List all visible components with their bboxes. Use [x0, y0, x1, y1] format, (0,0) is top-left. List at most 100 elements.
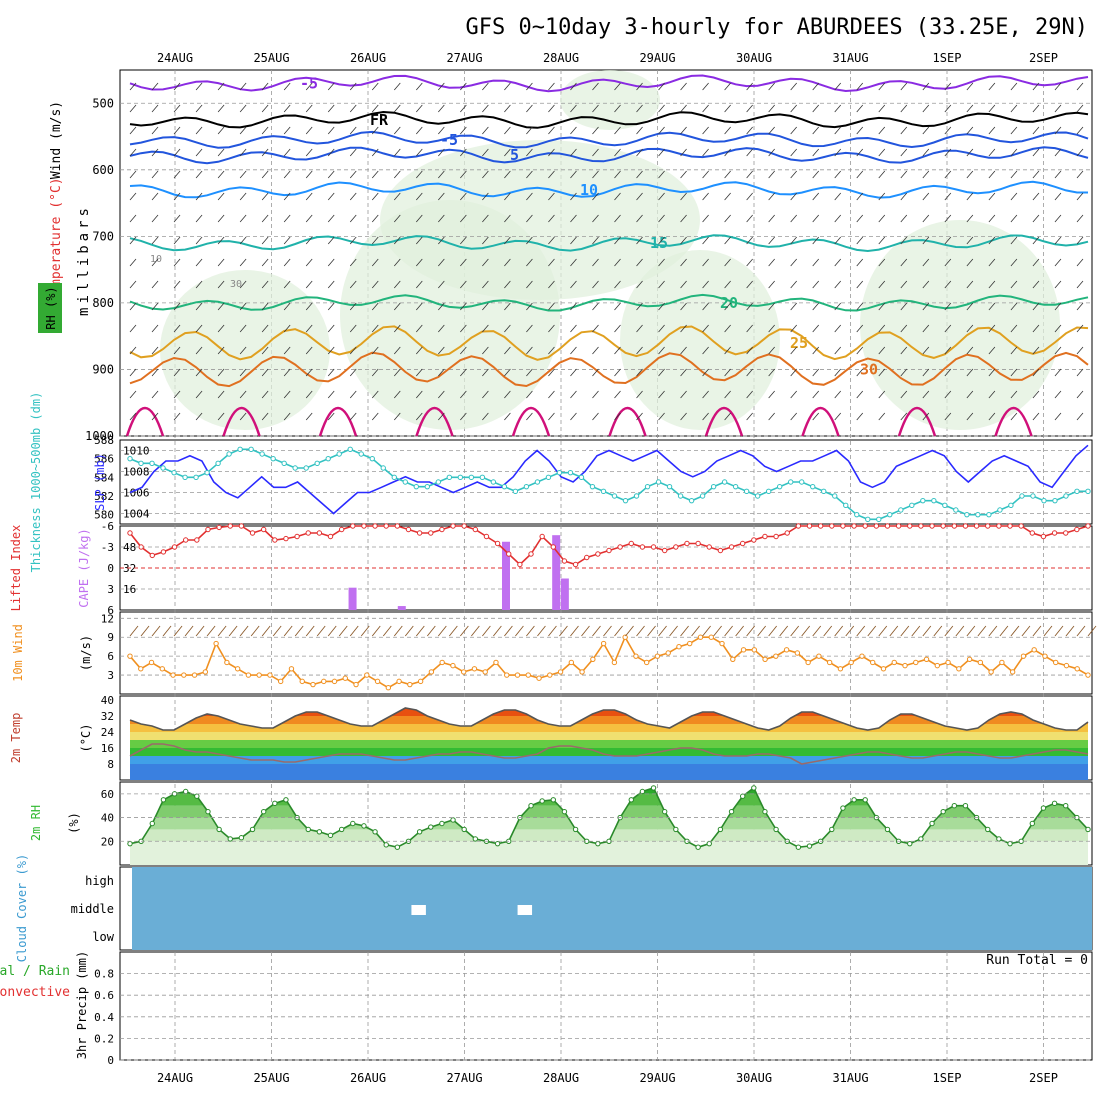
upper-wind-barb [371, 148, 379, 157]
lifted-index-line-marker [706, 544, 712, 550]
upper-wind-barb [1032, 170, 1040, 179]
thickness-line-marker [303, 465, 309, 471]
upper-wind-barb [1054, 368, 1062, 377]
upper-wind-barb [1032, 412, 1040, 421]
hot-contour-loop [897, 406, 937, 437]
upper-wind-barb [1076, 302, 1084, 311]
upper-wind-barb [415, 236, 423, 245]
upper-wind-barb [724, 280, 731, 289]
upper-wind-barb [129, 214, 137, 223]
upper-wind-barb [1076, 280, 1084, 289]
upper-wind-barb [548, 170, 555, 179]
upper-wind-barb [878, 258, 886, 267]
upper-wind-barb [526, 390, 533, 399]
thickness-line-marker [402, 479, 408, 485]
thickness-line-marker [898, 507, 904, 513]
upper-wind-barb [812, 104, 820, 113]
thickness-line-marker [787, 479, 794, 485]
upper-wind-barb [1076, 214, 1084, 223]
upper-wind-barb [636, 368, 643, 377]
upper-wind-barb [856, 236, 864, 245]
upper-wind-barb [680, 368, 687, 377]
thickness-line-marker [457, 474, 464, 481]
thickness-line-marker [655, 479, 662, 485]
upper-wind-barb [393, 302, 401, 311]
upper-wind-barb [702, 368, 709, 377]
upper-wind-barb [900, 236, 908, 245]
temperature-contour [129, 234, 1089, 253]
upper-wind-barb [305, 236, 313, 245]
upper-wind-barb [746, 258, 753, 267]
upper-wind-barb [702, 148, 709, 157]
upper-wind-barb [371, 192, 379, 201]
lifted-index-line-marker [1040, 533, 1047, 540]
date-label-top: 26AUG [350, 51, 386, 65]
lifted-index-line-marker [138, 544, 144, 550]
upper-wind-barb [856, 258, 864, 267]
wind-speed-line-marker [1042, 653, 1048, 659]
upper-wind-barb [856, 302, 864, 311]
temperature-band [130, 732, 1088, 740]
lifted-index-line-marker [884, 523, 891, 529]
upper-wind-barb [570, 126, 577, 135]
upper-wind-barb [570, 192, 577, 201]
upper-wind-barb [217, 236, 225, 245]
upper-wind-barb [856, 82, 864, 91]
temperature-band [130, 756, 1088, 764]
upper-wind-barb [305, 324, 313, 333]
upper-wind-barb [173, 302, 181, 311]
upper-wind-barb [283, 258, 291, 267]
rh-line-marker [1051, 800, 1058, 807]
thickness-line-marker [997, 507, 1003, 513]
upper-wind-barb [305, 192, 313, 201]
upper-wind-barb [1054, 170, 1062, 179]
upper-wind-barb [195, 280, 203, 289]
surface-wind-barb [349, 625, 359, 637]
date-label-bottom: 28AUG [543, 1071, 579, 1085]
surface-wind-barb [459, 625, 469, 637]
upper-wind-barb [790, 280, 797, 289]
surface-wind-barb [316, 625, 326, 637]
thickness-line-marker [259, 451, 265, 457]
upper-wind-barb [129, 170, 137, 179]
upper-wind-barb [878, 302, 886, 311]
upper-wind-barb [790, 104, 797, 113]
date-label-bottom: 31AUG [832, 1071, 868, 1085]
upper-wind-barb [966, 368, 974, 377]
upper-wind-barb [283, 280, 291, 289]
thickness-line-marker [611, 493, 618, 499]
surface-wind-barb [371, 625, 381, 637]
wind-speed-line-marker [966, 656, 973, 663]
wind-tick: 6 [107, 650, 114, 663]
upper-wind-barb [812, 258, 820, 267]
upper-wind-barb [680, 104, 687, 113]
upper-wind-barb [393, 236, 401, 245]
upper-wind-barb [658, 302, 665, 311]
upper-wind-barb [592, 126, 599, 135]
upper-wind-barb [327, 412, 335, 421]
rh-line-marker [216, 826, 222, 833]
wind-speed-line-marker [923, 656, 930, 663]
thickness-line-marker [1008, 502, 1014, 509]
surface-wind-barb [559, 625, 568, 637]
upper-wind-barb [988, 258, 996, 267]
date-label-bottom: 1SEP [933, 1071, 962, 1085]
upper-wind-barb [526, 104, 533, 113]
lifted-index-line-marker [940, 523, 946, 529]
upper-wind-barb [724, 236, 731, 245]
upper-wind-barb [944, 390, 952, 399]
upper-wind-barb [702, 258, 709, 267]
upper-wind-barb [592, 412, 599, 421]
upper-wind-barb [217, 280, 225, 289]
upper-wind-barb [1010, 258, 1018, 267]
upper-wind-barb [371, 126, 379, 135]
upper-wind-barb [371, 82, 379, 91]
upper-wind-barb [261, 126, 269, 135]
slp-tick: 1004 [123, 508, 150, 521]
upper-wind-barb [504, 236, 511, 245]
lifted-index-line-marker [985, 523, 991, 529]
upper-wind-barb [173, 280, 181, 289]
upper-wind-barb [129, 302, 137, 311]
upper-wind-barb [283, 368, 291, 377]
lifted-index-line-marker [962, 523, 969, 529]
